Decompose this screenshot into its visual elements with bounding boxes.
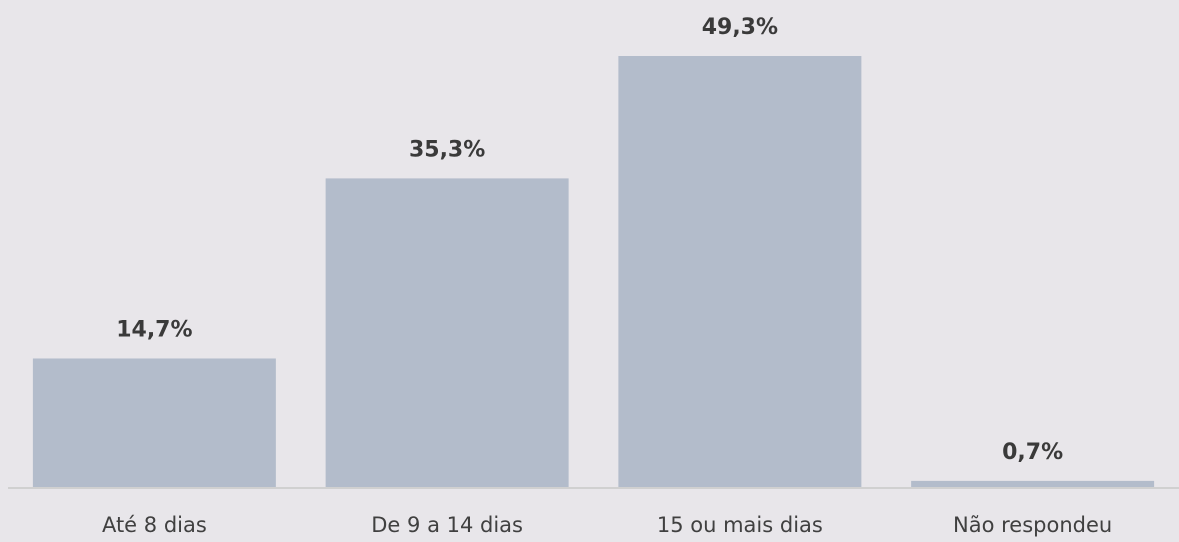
bar (32, 358, 276, 487)
bar (325, 178, 569, 488)
data-label: 14,7% (116, 317, 192, 342)
data-label: 0,7% (1002, 440, 1063, 465)
x-tick-label: 15 ou mais dias (657, 513, 823, 537)
bar (911, 480, 1155, 487)
x-tick-label: De 9 a 14 dias (371, 513, 523, 537)
bar (618, 56, 862, 487)
data-label: 35,3% (409, 137, 485, 162)
data-label: 49,3% (702, 15, 778, 40)
x-tick-label: Até 8 dias (102, 513, 207, 537)
x-tick-label: Não respondeu (953, 513, 1112, 537)
